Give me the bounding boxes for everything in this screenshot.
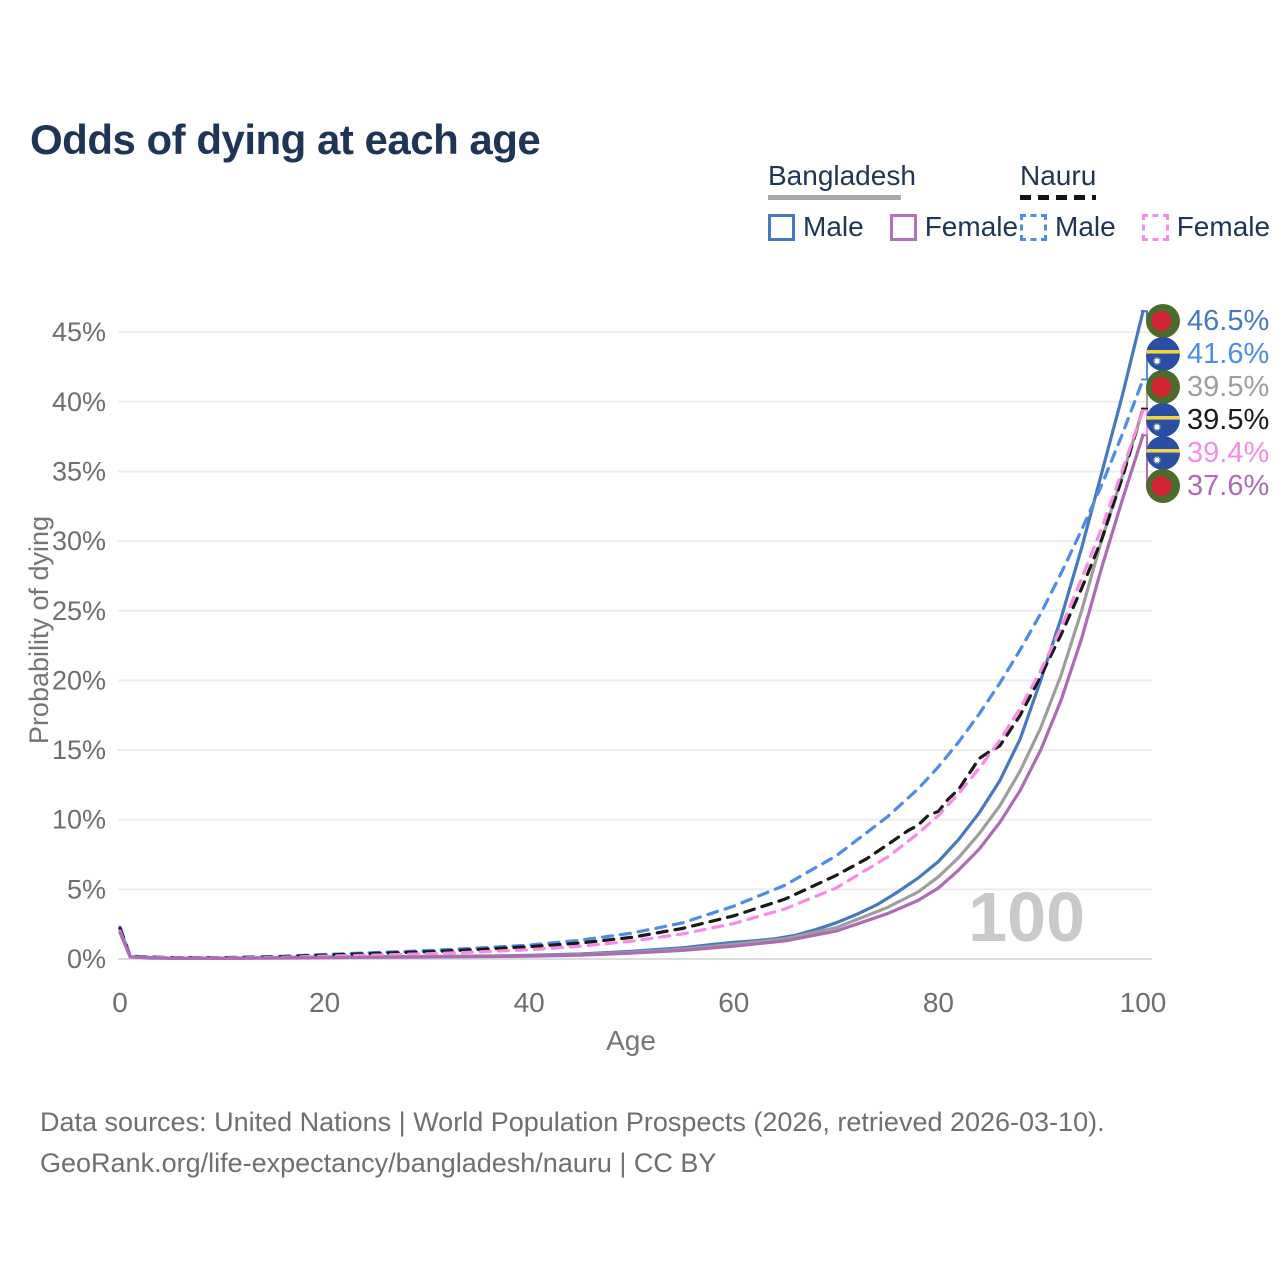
y-tick-label: 0% bbox=[67, 944, 106, 974]
legend-items-nauru: Male Female bbox=[1020, 211, 1270, 243]
bangladesh-flag-icon bbox=[1146, 370, 1180, 404]
end-label-value: 41.6% bbox=[1187, 337, 1270, 370]
series-lines bbox=[118, 309, 1145, 960]
end-label-value: 37.6% bbox=[1187, 469, 1270, 502]
footer-license-line: GeoRank.org/life-expectancy/bangladesh/n… bbox=[40, 1148, 717, 1178]
legend-item-bangladesh-female[interactable]: Female bbox=[889, 211, 1019, 243]
legend-item-label: Female bbox=[1176, 211, 1271, 242]
legend-title-nauru: Nauru bbox=[1020, 160, 1097, 191]
nauru-flag-icon bbox=[1146, 403, 1180, 437]
page-title: Odds of dying at each age bbox=[30, 116, 541, 164]
legend-item-nauru-male[interactable]: Male bbox=[1020, 211, 1116, 243]
y-axis-tick-labels: 0% 5% 10% 15% 20% 25% 30% 35% 40% 45% bbox=[52, 317, 106, 974]
y-tick-label: 30% bbox=[52, 526, 106, 556]
end-label-value: 46.5% bbox=[1187, 304, 1270, 337]
male-dashed-swatch-icon bbox=[1020, 213, 1047, 241]
x-axis-title: Age bbox=[606, 1025, 656, 1056]
series-line-nauru-male bbox=[118, 377, 1145, 960]
end-label-row-bangladesh-female: 37.6% bbox=[1146, 469, 1269, 503]
nauru-dashed-line-sample bbox=[1020, 195, 1096, 200]
legend-group-bangladesh: Bangladesh Male Female bbox=[768, 160, 1018, 243]
x-tick-label: 60 bbox=[718, 987, 749, 1018]
y-tick-label: 15% bbox=[52, 735, 106, 765]
series-line-bangladesh-female bbox=[118, 433, 1145, 960]
y-tick-label: 45% bbox=[52, 317, 106, 347]
bangladesh-flag-icon bbox=[1146, 304, 1180, 338]
female-solid-swatch-icon bbox=[889, 213, 917, 241]
y-tick-label: 20% bbox=[52, 665, 106, 695]
legend-item-nauru-female[interactable]: Female bbox=[1141, 211, 1271, 243]
y-tick-label: 40% bbox=[52, 387, 106, 417]
legend-item-bangladesh-male[interactable]: Male bbox=[768, 211, 864, 243]
end-label-row-bangladesh-total: 39.5% bbox=[1146, 370, 1269, 404]
y-tick-label: 5% bbox=[67, 874, 106, 904]
series-line-nauru-female bbox=[118, 408, 1145, 960]
end-label-row-nauru-total: 39.5% bbox=[1146, 403, 1269, 437]
nauru-flag-icon bbox=[1146, 337, 1180, 371]
legend-group-nauru: Nauru Male Female bbox=[1020, 160, 1270, 243]
end-label-row-bangladesh-male: 46.5% bbox=[1146, 304, 1269, 338]
legend-title-bangladesh: Bangladesh bbox=[768, 160, 916, 191]
female-dashed-swatch-icon bbox=[1141, 213, 1169, 241]
nauru-flag-icon bbox=[1146, 436, 1180, 470]
y-axis-title: Probability of dying bbox=[24, 516, 54, 744]
x-tick-label: 0 bbox=[112, 987, 128, 1018]
end-label-value: 39.5% bbox=[1187, 403, 1270, 436]
bangladesh-solid-line-sample bbox=[768, 195, 901, 200]
legend-item-label: Male bbox=[1055, 211, 1116, 242]
y-tick-label: 35% bbox=[52, 456, 106, 486]
legend-items-bangladesh: Male Female bbox=[768, 211, 1018, 243]
end-label-row-nauru-male: 41.6% bbox=[1146, 337, 1269, 371]
end-label-value: 39.5% bbox=[1187, 370, 1270, 403]
series-line-bangladesh-male bbox=[118, 309, 1145, 960]
male-solid-swatch-icon bbox=[768, 213, 795, 241]
series-line-nauru-total bbox=[118, 407, 1145, 960]
end-label-value: 39.4% bbox=[1187, 436, 1270, 469]
y-tick-label: 10% bbox=[52, 805, 106, 835]
footer-source-line: Data sources: United Nations | World Pop… bbox=[40, 1107, 1105, 1137]
x-tick-label: 40 bbox=[514, 987, 545, 1018]
x-tick-label: 20 bbox=[309, 987, 340, 1018]
end-label-row-nauru-female: 39.4% bbox=[1146, 436, 1269, 470]
footer: Data sources: United Nations | World Pop… bbox=[40, 1102, 1105, 1184]
bangladesh-flag-icon bbox=[1146, 469, 1180, 503]
y-tick-label: 25% bbox=[52, 596, 106, 626]
gridlines bbox=[118, 331, 1152, 960]
age-watermark: 100 bbox=[968, 878, 1085, 956]
x-axis-tick-labels: 0 20 40 60 80 100 bbox=[112, 987, 1166, 1018]
legend-item-label: Female bbox=[924, 211, 1019, 242]
x-tick-label: 80 bbox=[923, 987, 954, 1018]
legend-item-label: Male bbox=[803, 211, 864, 242]
series-line-bangladesh-total bbox=[118, 407, 1145, 960]
x-tick-label: 100 bbox=[1120, 987, 1167, 1018]
